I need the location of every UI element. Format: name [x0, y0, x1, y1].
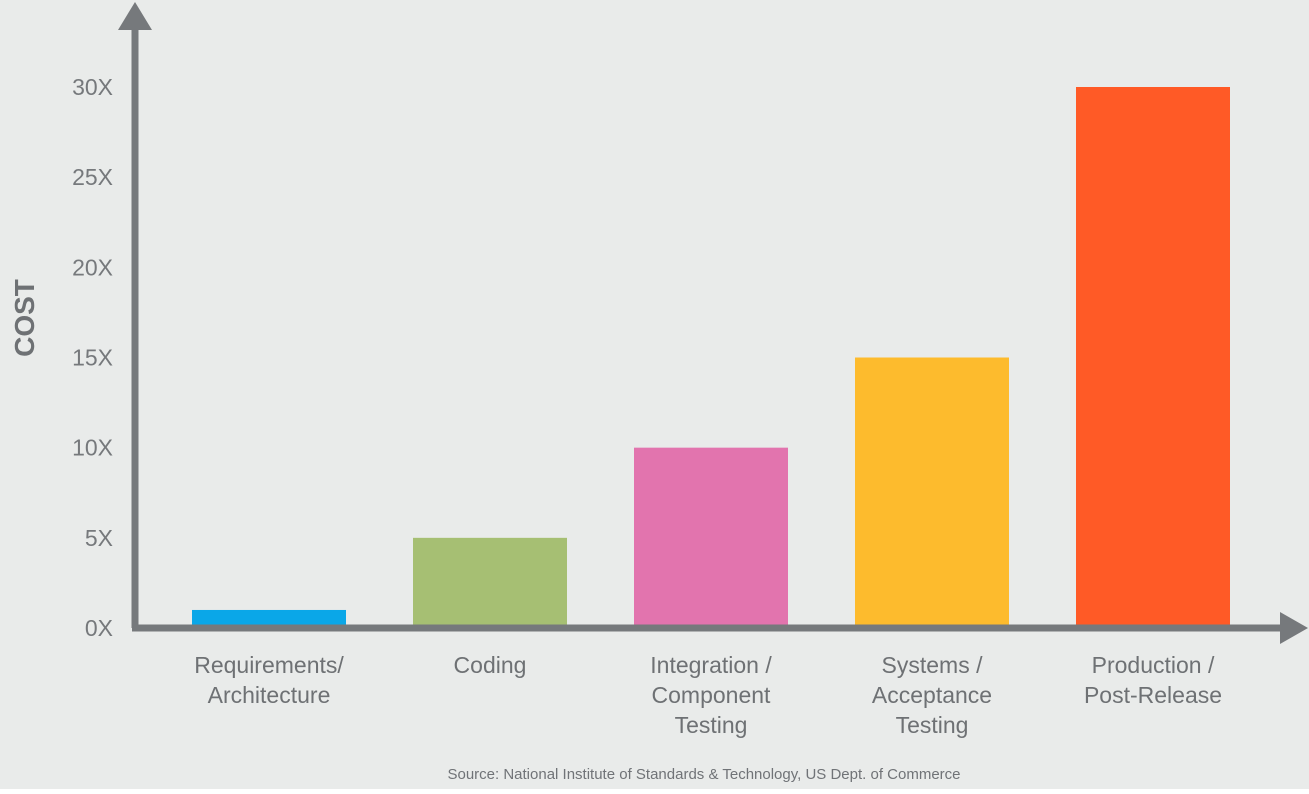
- y-tick-label: 20X: [72, 254, 113, 280]
- bar: [855, 357, 1009, 628]
- source-note: Source: National Institute of Standards …: [447, 766, 960, 783]
- bar: [413, 537, 567, 628]
- category-label: Systems /: [882, 652, 984, 678]
- bars-layer: [192, 87, 1230, 628]
- bar: [1076, 87, 1230, 628]
- category-label: Post-Release: [1084, 682, 1222, 708]
- bar: [634, 447, 788, 628]
- bar: [192, 609, 346, 628]
- x-axis-arrow-icon: [1280, 612, 1308, 644]
- category-labels: Requirements/Architecture Coding Integrati…: [194, 652, 1222, 738]
- y-tick-label: 5X: [85, 525, 113, 551]
- category-label: Acceptance: [872, 682, 992, 708]
- y-tick-label: 25X: [72, 164, 113, 190]
- y-tick-label: 0X: [85, 615, 113, 641]
- y-axis-arrow-icon: [118, 2, 152, 30]
- y-axis-label: COST: [9, 279, 40, 357]
- y-tick-label: 10X: [72, 435, 113, 461]
- category-label: Coding: [454, 652, 527, 678]
- category-label: Production /: [1092, 652, 1215, 678]
- axes-layer: [118, 2, 1308, 644]
- category-label: Integration /: [650, 652, 772, 678]
- category-label: Testing: [896, 712, 969, 738]
- category-label: Architecture: [208, 682, 331, 708]
- category-label: Component: [652, 682, 772, 708]
- y-tick-labels: 0X 5X 10X 15X 20X 25X 30X: [72, 74, 113, 641]
- y-tick-label: 30X: [72, 74, 113, 100]
- category-label: Requirements/: [194, 652, 344, 678]
- y-tick-label: 15X: [72, 345, 113, 371]
- category-label: Testing: [675, 712, 748, 738]
